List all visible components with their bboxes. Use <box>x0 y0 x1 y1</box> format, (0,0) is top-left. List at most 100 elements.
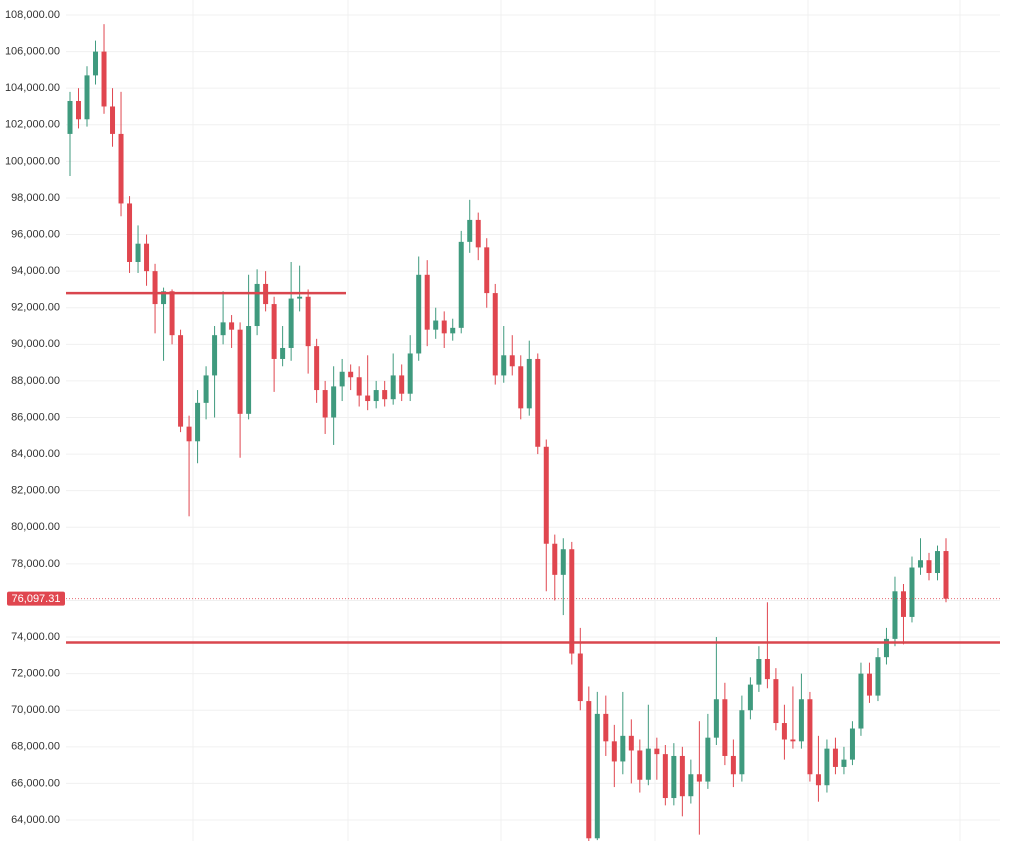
candle-body <box>679 755 685 797</box>
candle-body <box>773 679 779 724</box>
candle-body <box>866 673 872 696</box>
candle-body <box>841 759 847 767</box>
candle-body <box>246 326 252 414</box>
candle-body <box>118 133 124 204</box>
candle-body <box>84 75 90 120</box>
candle-body <box>756 658 762 685</box>
candle-body <box>858 673 864 729</box>
candle-body <box>705 737 711 782</box>
candle-body <box>76 100 82 120</box>
vertical-grid <box>192 0 961 841</box>
y-tick-label: 82,000.00 <box>11 485 60 497</box>
candle-body <box>535 358 541 447</box>
candle-body <box>654 748 660 755</box>
candle-body <box>594 713 600 839</box>
candle-body <box>934 551 940 574</box>
candle-body <box>229 322 235 330</box>
y-tick-label: 80,000.00 <box>11 521 60 533</box>
candle-body <box>467 219 473 242</box>
candle-body <box>203 375 209 403</box>
candle-body <box>356 377 362 396</box>
last-price-label: 76,097.31 <box>12 593 61 605</box>
candle-body <box>909 567 915 617</box>
candle-body <box>501 355 507 376</box>
y-tick-label: 78,000.00 <box>11 558 60 570</box>
candle-body <box>161 291 167 305</box>
candle-body <box>603 713 609 742</box>
candle-body <box>424 274 430 330</box>
candle-body <box>416 274 422 354</box>
candle-body <box>314 346 320 391</box>
candle-body <box>67 100 73 134</box>
y-tick-label: 106,000.00 <box>5 45 60 57</box>
candle-body <box>399 375 405 394</box>
candle-body <box>586 701 592 839</box>
y-tick-label: 98,000.00 <box>11 192 60 204</box>
candle-body <box>577 653 583 702</box>
candle-body <box>739 710 745 775</box>
candle-body <box>815 774 821 786</box>
y-tick-label: 94,000.00 <box>11 265 60 277</box>
candle-body <box>560 549 566 575</box>
y-tick-label: 96,000.00 <box>11 228 60 240</box>
candle-body <box>322 390 328 418</box>
candle-body <box>943 551 949 599</box>
candle-body <box>569 549 575 654</box>
candle-body <box>450 327 456 334</box>
candle-body <box>824 748 830 786</box>
candle-body <box>348 371 354 378</box>
candle-body <box>722 699 728 756</box>
y-tick-label: 74,000.00 <box>11 631 60 643</box>
y-tick-label: 66,000.00 <box>11 777 60 789</box>
candle-body <box>365 395 371 402</box>
candle-body <box>186 426 192 442</box>
last-price-badge <box>7 591 65 606</box>
candle-body <box>458 241 464 328</box>
candle-body <box>212 335 218 376</box>
candle-body <box>713 699 719 738</box>
candle-body <box>832 748 838 767</box>
candle-body <box>492 293 498 376</box>
candle-body <box>620 735 626 762</box>
candle-body <box>798 699 804 742</box>
y-tick-label: 102,000.00 <box>5 119 60 131</box>
candle-body <box>441 320 447 334</box>
candle-body <box>152 271 158 305</box>
candle-body <box>781 723 787 740</box>
candle-body <box>237 329 243 414</box>
candle-body <box>305 296 311 347</box>
y-tick-label: 92,000.00 <box>11 302 60 314</box>
y-tick-label: 84,000.00 <box>11 448 60 460</box>
candle-body <box>730 755 736 775</box>
candle-body <box>526 358 532 409</box>
candle-body <box>628 735 634 751</box>
candle-body <box>883 638 889 658</box>
candle-body <box>926 560 932 574</box>
candle-body <box>220 322 226 336</box>
candle-body <box>195 402 201 442</box>
candle-body <box>790 739 796 742</box>
candle-body <box>433 320 439 330</box>
candle-body <box>288 298 294 348</box>
y-tick-label: 72,000.00 <box>11 668 60 680</box>
candle-body <box>688 774 694 797</box>
candle-body <box>331 386 337 418</box>
candle-body <box>390 375 396 400</box>
y-tick-label: 100,000.00 <box>5 155 60 167</box>
candle-body <box>764 658 770 680</box>
candle-body <box>807 699 813 775</box>
candle-body <box>339 371 345 387</box>
candle-body <box>662 754 668 799</box>
candle-body <box>101 51 107 107</box>
candle-body <box>892 591 898 639</box>
candle-body <box>135 243 141 262</box>
candle-body <box>747 684 753 711</box>
candle-body <box>509 355 515 367</box>
candle-body <box>254 283 260 327</box>
candle-body <box>900 591 906 617</box>
candle-body <box>169 291 175 336</box>
candle-body <box>373 390 379 402</box>
candle-body <box>178 335 184 427</box>
candle-body <box>645 748 651 780</box>
